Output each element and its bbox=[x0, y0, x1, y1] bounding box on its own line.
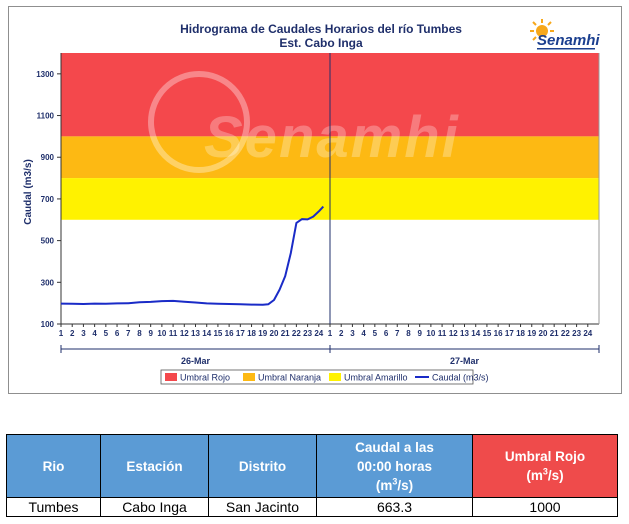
header-umbral-line1: Umbral Rojo bbox=[504, 449, 586, 464]
x-tick-label: 18 bbox=[247, 329, 256, 338]
y-tick-label: 100 bbox=[41, 320, 55, 329]
x-tick-label: 20 bbox=[539, 329, 548, 338]
day-labels: 26-Mar 27-Mar bbox=[60, 345, 600, 366]
cell-estacion: Cabo Inga bbox=[100, 497, 209, 517]
legend-label: Umbral Amarillo bbox=[344, 373, 408, 383]
x-tick-label: 1 bbox=[328, 329, 333, 338]
header-caudal: Caudal a las 00:00 horas (m3/s) bbox=[316, 434, 473, 498]
x-tick-label: 14 bbox=[471, 329, 480, 338]
y-tick-label: 300 bbox=[41, 278, 55, 287]
x-tick-label: 4 bbox=[361, 329, 366, 338]
y-tick-label: 1300 bbox=[36, 70, 54, 79]
hydrograph-chart: Hidrograma de Caudales Horarios del río … bbox=[23, 19, 600, 385]
x-tick-label: 7 bbox=[395, 329, 400, 338]
x-tick-label: 15 bbox=[213, 329, 222, 338]
x-tick-label: 1 bbox=[59, 329, 64, 338]
cell-umbral-rojo: 1000 bbox=[472, 497, 618, 517]
x-tick-label: 2 bbox=[339, 329, 344, 338]
table-header-row: Rio Estación Distrito Caudal a las 00:00… bbox=[6, 434, 618, 498]
x-tick-label: 10 bbox=[157, 329, 166, 338]
y-tick-label: 500 bbox=[41, 237, 55, 246]
x-tick-label: 23 bbox=[303, 329, 312, 338]
legend-box bbox=[160, 369, 474, 385]
x-tick-label: 7 bbox=[126, 329, 131, 338]
x-tick-label: 18 bbox=[516, 329, 525, 338]
x-tick-label: 24 bbox=[314, 329, 323, 338]
x-tick-label: 13 bbox=[191, 329, 200, 338]
legend-swatch bbox=[243, 373, 255, 381]
legend-swatch bbox=[165, 373, 177, 381]
chart-panel: Hidrograma de Caudales Horarios del río … bbox=[8, 6, 622, 394]
x-tick-label: 9 bbox=[417, 329, 422, 338]
x-tick-label: 8 bbox=[137, 329, 142, 338]
x-tick-label: 22 bbox=[561, 329, 570, 338]
table-row: Tumbes Cabo Inga San Jacinto 663.3 1000 bbox=[6, 497, 618, 517]
x-tick-label: 5 bbox=[104, 329, 109, 338]
legend-label: Umbral Rojo bbox=[180, 373, 230, 383]
x-tick-label: 20 bbox=[270, 329, 279, 338]
x-tick-label: 6 bbox=[384, 329, 389, 338]
x-tick-label: 4 bbox=[92, 329, 97, 338]
chart-subtitle: Est. Cabo Inga bbox=[279, 36, 363, 50]
cell-caudal: 663.3 bbox=[316, 497, 473, 517]
x-tick-label: 3 bbox=[81, 329, 86, 338]
watermark-text: Senamhi bbox=[204, 105, 460, 170]
x-tick-label: 21 bbox=[550, 329, 559, 338]
x-tick-label: 16 bbox=[494, 329, 503, 338]
header-caudal-unit: (m3/s) bbox=[375, 476, 414, 493]
y-axis-title: Caudal (m3/s) bbox=[23, 159, 34, 225]
legend-label: Caudal (m3/s) bbox=[432, 373, 489, 383]
senamhi-watermark: Senamhi bbox=[148, 71, 460, 173]
x-tick-label: 12 bbox=[449, 329, 458, 338]
senamhi-logo: Senamhi bbox=[530, 19, 600, 50]
x-tick-label: 19 bbox=[527, 329, 536, 338]
header-distrito: Distrito bbox=[208, 434, 317, 498]
y-tick-label: 1100 bbox=[37, 112, 55, 121]
x-tick-label: 6 bbox=[115, 329, 120, 338]
x-tick-label: 16 bbox=[225, 329, 234, 338]
x-tick-label: 13 bbox=[460, 329, 469, 338]
header-caudal-line2: 00:00 horas bbox=[356, 458, 433, 474]
x-tick-label: 21 bbox=[281, 329, 290, 338]
y-tick-label: 900 bbox=[41, 153, 55, 162]
header-umbral-unit: (m3/s) bbox=[526, 466, 564, 483]
header-estacion: Estación bbox=[100, 434, 209, 498]
x-tick-label: 5 bbox=[373, 329, 378, 338]
x-tick-label: 17 bbox=[505, 329, 514, 338]
x-tick-label: 24 bbox=[583, 329, 592, 338]
x-tick-label: 11 bbox=[438, 329, 447, 338]
day-label: 26-Mar bbox=[181, 356, 211, 366]
day-label: 27-Mar bbox=[450, 356, 480, 366]
station-info-table: Rio Estación Distrito Caudal a las 00:00… bbox=[6, 434, 618, 517]
legend-label: Umbral Naranja bbox=[258, 373, 321, 383]
x-tick-label: 14 bbox=[202, 329, 211, 338]
cell-rio: Tumbes bbox=[6, 497, 101, 517]
header-caudal-line1: Caudal a las bbox=[355, 439, 434, 455]
x-tick-label: 3 bbox=[350, 329, 355, 338]
header-rio: Rio bbox=[6, 434, 101, 498]
sun-icon bbox=[530, 19, 554, 41]
x-tick-label: 22 bbox=[292, 329, 301, 338]
x-tick-label: 2 bbox=[70, 329, 75, 338]
x-tick-label: 15 bbox=[482, 329, 491, 338]
logo-text: Senamhi bbox=[537, 32, 600, 49]
y-tick-label: 700 bbox=[41, 195, 55, 204]
x-tick-label: 11 bbox=[169, 329, 178, 338]
x-tick-label: 10 bbox=[426, 329, 435, 338]
header-umbral-rojo: Umbral Rojo (m3/s) bbox=[472, 434, 618, 498]
logo-underline bbox=[537, 48, 595, 50]
x-tick-label: 8 bbox=[406, 329, 411, 338]
legend-swatch bbox=[329, 373, 341, 381]
x-tick-label: 17 bbox=[236, 329, 245, 338]
series bbox=[60, 205, 325, 306]
x-tick-label: 23 bbox=[572, 329, 581, 338]
x-tick-label: 9 bbox=[148, 329, 153, 338]
x-tick-label: 12 bbox=[180, 329, 189, 338]
cell-distrito: San Jacinto bbox=[208, 497, 317, 517]
series-line-caudal bbox=[60, 205, 325, 306]
x-tick-label: 19 bbox=[258, 329, 267, 338]
chart-title: Hidrograma de Caudales Horarios del río … bbox=[180, 22, 462, 36]
legend: Umbral Rojo Umbral Naranja Umbral Amarillo… bbox=[160, 369, 489, 385]
